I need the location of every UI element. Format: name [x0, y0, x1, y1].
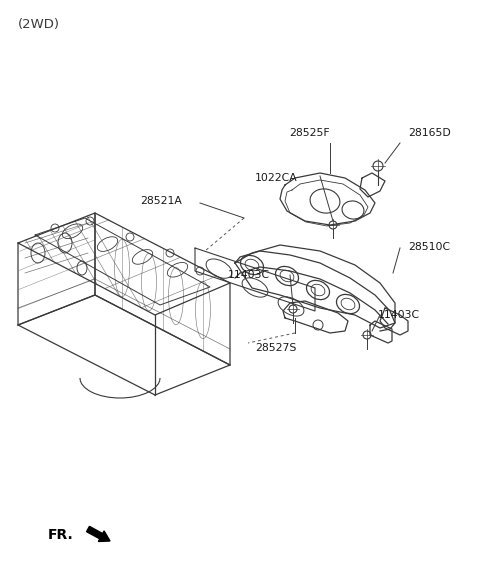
Text: 28525F: 28525F — [290, 128, 330, 138]
Text: (2WD): (2WD) — [18, 18, 60, 31]
Text: 28165D: 28165D — [408, 128, 451, 138]
Text: 28510C: 28510C — [408, 242, 450, 252]
Text: FR.: FR. — [48, 528, 74, 542]
Text: 28521A: 28521A — [140, 196, 182, 206]
Text: 28527S: 28527S — [255, 343, 296, 353]
Text: 11403C: 11403C — [228, 270, 270, 280]
Text: 11403C: 11403C — [378, 310, 420, 320]
FancyArrow shape — [86, 527, 110, 541]
Text: 1022CA: 1022CA — [255, 173, 298, 183]
